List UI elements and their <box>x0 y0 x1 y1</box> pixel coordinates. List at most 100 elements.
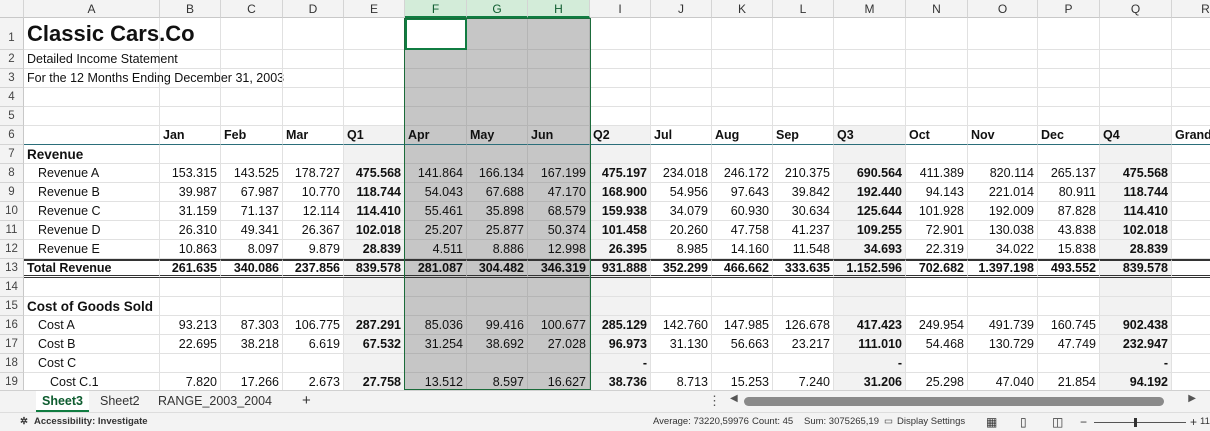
cell-d19[interactable]: 2.673 <box>283 373 344 390</box>
cell-c19[interactable]: 17.266 <box>221 373 283 390</box>
cell-d14[interactable] <box>283 278 344 297</box>
horizontal-scrollbar[interactable]: ◀ ▶ <box>728 393 1198 408</box>
column-header-d[interactable]: D <box>283 0 344 18</box>
cell-j19[interactable]: 8.713 <box>651 373 712 390</box>
cell-b19[interactable]: 7.820 <box>160 373 221 390</box>
cell-p2[interactable] <box>1038 50 1100 69</box>
cell-k18[interactable] <box>712 354 773 373</box>
cell-m4[interactable] <box>834 88 906 107</box>
row-header-12[interactable]: 12 <box>0 240 24 259</box>
cell-k14[interactable] <box>712 278 773 297</box>
cell-b8[interactable]: 153.315 <box>160 164 221 183</box>
cell-k2[interactable] <box>712 50 773 69</box>
select-all-corner[interactable] <box>0 0 24 18</box>
cell-o2[interactable] <box>968 50 1038 69</box>
cell-n19[interactable]: 25.298 <box>906 373 968 390</box>
cell-g13[interactable]: 304.482 <box>467 259 528 278</box>
cell-f2[interactable] <box>405 50 467 69</box>
cell-b14[interactable] <box>160 278 221 297</box>
cell-h3[interactable] <box>528 69 590 88</box>
cell-j18[interactable] <box>651 354 712 373</box>
cell-i7[interactable] <box>590 145 651 164</box>
cell-c18[interactable] <box>221 354 283 373</box>
cell-n12[interactable]: 22.319 <box>906 240 968 259</box>
cell-f15[interactable] <box>405 297 467 316</box>
cell-e14[interactable] <box>344 278 405 297</box>
cell-h9[interactable]: 47.170 <box>528 183 590 202</box>
cell-e11[interactable]: 102.018 <box>344 221 405 240</box>
cell-e4[interactable] <box>344 88 405 107</box>
cell-a4[interactable] <box>24 88 160 107</box>
cell-r10[interactable]: 78 <box>1172 202 1210 221</box>
zoom-level[interactable]: 115 <box>1200 416 1210 427</box>
cell-e3[interactable] <box>344 69 405 88</box>
cell-d17[interactable]: 6.619 <box>283 335 344 354</box>
cell-r2[interactable] <box>1172 50 1210 69</box>
cell-h7[interactable] <box>528 145 590 164</box>
row-header-19[interactable]: 19 <box>0 373 24 390</box>
zoom-out-button[interactable]: − <box>1080 415 1088 429</box>
cell-a7[interactable]: Revenue <box>24 145 160 164</box>
zoom-slider-handle[interactable] <box>1134 418 1137 427</box>
cell-l17[interactable]: 23.217 <box>773 335 834 354</box>
cell-p12[interactable]: 15.838 <box>1038 240 1100 259</box>
cell-j7[interactable] <box>651 145 712 164</box>
row-header-2[interactable]: 2 <box>0 50 24 69</box>
cell-i5[interactable] <box>590 107 651 126</box>
cell-i14[interactable] <box>590 278 651 297</box>
cell-g1[interactable] <box>467 18 528 50</box>
cell-m13[interactable]: 1.152.596 <box>834 259 906 278</box>
cell-e6[interactable]: Q1 <box>344 126 405 145</box>
cell-f18[interactable] <box>405 354 467 373</box>
column-header-o[interactable]: O <box>968 0 1038 18</box>
cell-p15[interactable] <box>1038 297 1100 316</box>
cell-n7[interactable] <box>906 145 968 164</box>
cell-l2[interactable] <box>773 50 834 69</box>
column-header-p[interactable]: P <box>1038 0 1100 18</box>
cell-j11[interactable]: 20.260 <box>651 221 712 240</box>
cell-q2[interactable] <box>1100 50 1172 69</box>
cell-p4[interactable] <box>1038 88 1100 107</box>
cell-q12[interactable]: 28.839 <box>1100 240 1172 259</box>
cell-n18[interactable] <box>906 354 968 373</box>
cell-d3[interactable] <box>283 69 344 88</box>
cell-o4[interactable] <box>968 88 1038 107</box>
cell-h15[interactable] <box>528 297 590 316</box>
cell-g19[interactable]: 8.597 <box>467 373 528 390</box>
cell-a3[interactable]: For the 12 Months Ending December 31, 20… <box>24 69 284 88</box>
cell-p18[interactable] <box>1038 354 1100 373</box>
cell-n17[interactable]: 54.468 <box>906 335 968 354</box>
cell-e7[interactable] <box>344 145 405 164</box>
cell-p3[interactable] <box>1038 69 1100 88</box>
row-header-15[interactable]: 15 <box>0 297 24 316</box>
cell-f16[interactable]: 85.036 <box>405 316 467 335</box>
cell-p14[interactable] <box>1038 278 1100 297</box>
cell-m6[interactable]: Q3 <box>834 126 906 145</box>
cell-n5[interactable] <box>906 107 968 126</box>
cell-c15[interactable] <box>221 297 283 316</box>
cell-j9[interactable]: 54.956 <box>651 183 712 202</box>
cell-q9[interactable]: 118.744 <box>1100 183 1172 202</box>
cell-d13[interactable]: 237.856 <box>283 259 344 278</box>
row-header-7[interactable]: 7 <box>0 145 24 164</box>
cell-l15[interactable] <box>773 297 834 316</box>
cell-b3[interactable] <box>160 69 221 88</box>
cell-m15[interactable] <box>834 297 906 316</box>
cell-r18[interactable]: 47 <box>1172 354 1210 373</box>
cell-f10[interactable]: 55.461 <box>405 202 467 221</box>
cell-d15[interactable] <box>283 297 344 316</box>
cell-b12[interactable]: 10.863 <box>160 240 221 259</box>
cell-k9[interactable]: 97.643 <box>712 183 773 202</box>
cell-m1[interactable] <box>834 18 906 50</box>
cell-a17[interactable]: Cost B <box>24 335 160 354</box>
cell-c2[interactable] <box>221 50 283 69</box>
cell-r5[interactable] <box>1172 107 1210 126</box>
cell-m17[interactable]: 111.010 <box>834 335 906 354</box>
cell-c3[interactable] <box>221 69 283 88</box>
cell-l6[interactable]: Sep <box>773 126 834 145</box>
scrollbar-thumb[interactable] <box>744 397 1164 406</box>
cell-b17[interactable]: 22.695 <box>160 335 221 354</box>
column-header-g[interactable]: G <box>467 0 528 18</box>
cell-r1[interactable] <box>1172 18 1210 50</box>
cell-i12[interactable]: 26.395 <box>590 240 651 259</box>
